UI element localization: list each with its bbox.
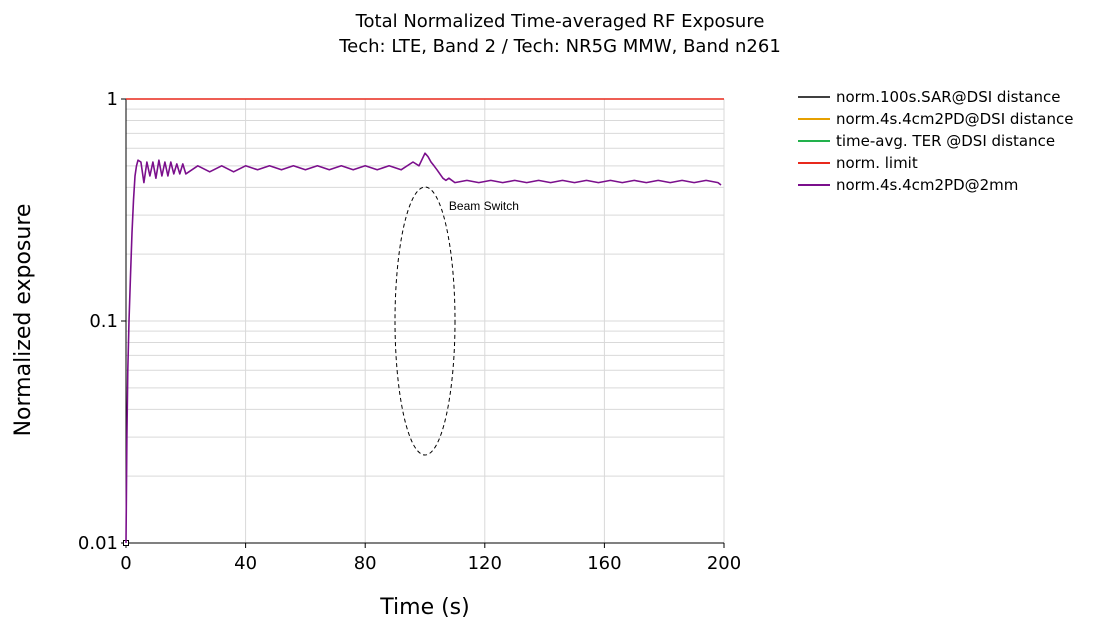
series-layer — [125, 98, 724, 544]
x-tick-label: 200 — [707, 553, 741, 574]
series-line-5 — [125, 152, 722, 544]
x-tick-label: 40 — [234, 553, 257, 574]
y-tick-label: 0.01 — [78, 533, 118, 554]
x-tick-label: 120 — [468, 553, 502, 574]
beam-switch-ellipse — [394, 186, 456, 456]
legend: norm.100s.SAR@DSI distance norm.4s.4cm2PD… — [798, 88, 1073, 194]
legend-entry: norm.4s.4cm2PD@DSI distance — [836, 110, 1073, 128]
x-tick-label: 160 — [587, 553, 621, 574]
x-tick-label: 0 — [120, 553, 131, 574]
legend-entry: norm.100s.SAR@DSI distance — [836, 88, 1061, 106]
y-tick-label: 0.1 — [89, 311, 118, 332]
y-tick-label: 1 — [107, 89, 118, 110]
chart-subtitle: Tech: LTE, Band 2 / Tech: NR5G MMW, Band… — [338, 36, 781, 57]
y-axis-label: Normalized exposure — [11, 204, 36, 437]
legend-entry: time-avg. TER @DSI distance — [836, 132, 1055, 150]
grid — [126, 99, 725, 543]
legend-entry: norm. limit — [836, 154, 918, 172]
annotation-label: Beam Switch — [449, 199, 519, 213]
legend-entry: norm.4s.4cm2PD@2mm — [836, 176, 1018, 194]
annotations: Beam Switch — [394, 186, 519, 456]
x-axis-label: Time (s) — [379, 595, 469, 620]
chart-title: Total Normalized Time-averaged RF Exposu… — [355, 11, 765, 32]
x-tick-label: 80 — [354, 553, 377, 574]
